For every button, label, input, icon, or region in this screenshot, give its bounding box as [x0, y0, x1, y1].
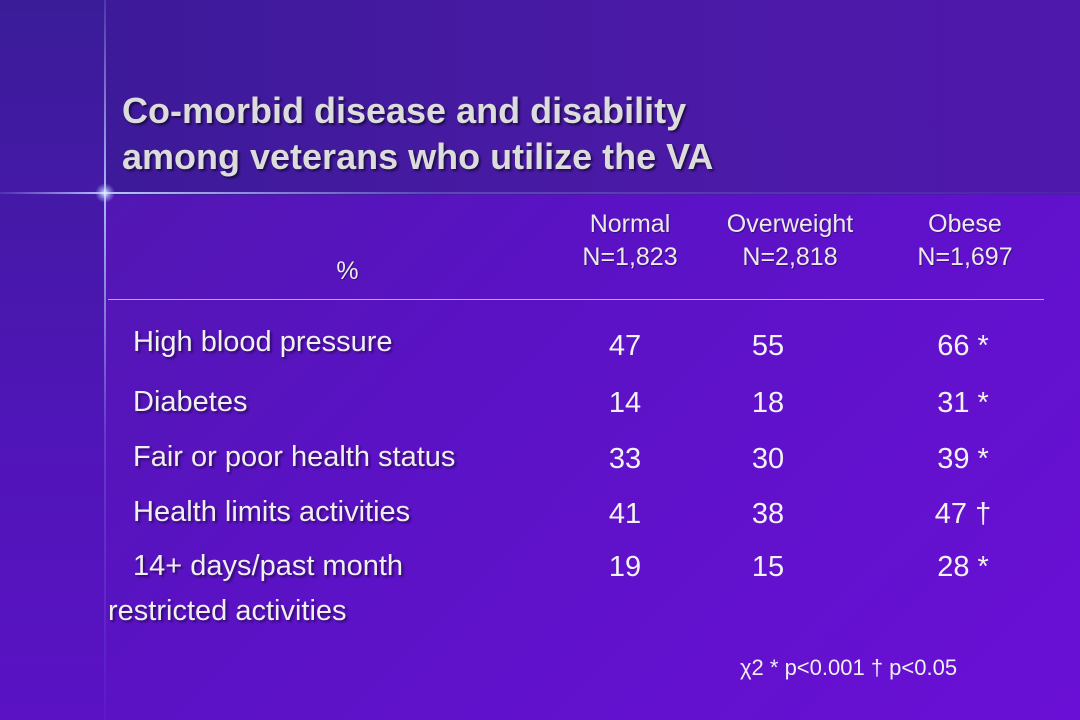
row-label-fair-or-poor-health-status: Fair or poor health status: [133, 441, 456, 473]
column-header-obese-name: Obese: [928, 210, 1002, 238]
row-label-high-blood-pressure: High blood pressure: [133, 326, 393, 358]
row-label-diabetes: Diabetes: [133, 386, 248, 418]
decorative-vertical-line: [104, 0, 106, 720]
row-label-restricted-days-line-1: 14+ days/past month: [133, 550, 404, 582]
column-header-normal-name: Normal: [589, 210, 671, 238]
header-divider: [108, 299, 1044, 300]
title-band-background: [0, 0, 1080, 195]
column-header-obese: Obese N=1,697: [890, 208, 1040, 274]
column-header-overweight-name: Overweight: [726, 210, 854, 238]
left-band-background: [0, 0, 105, 720]
cell-diabetes-overweight: 18: [751, 387, 785, 419]
cell-diabetes-normal: 14: [608, 387, 642, 419]
cell-high-blood-pressure-obese: 66 *: [937, 330, 989, 362]
row-label-restricted-days-line-2: restricted activities: [108, 595, 347, 627]
cell-fair-poor-health-obese: 39 *: [937, 443, 989, 475]
cell-health-limits-obese: 47 †: [934, 498, 992, 530]
decorative-sparkle-icon: [95, 183, 115, 203]
slide-title-line-1: Co-morbid disease and disability: [122, 90, 687, 131]
column-header-overweight-n: N=2,818: [742, 243, 838, 271]
cell-health-limits-overweight: 38: [751, 498, 785, 530]
significance-footnote: χ2 * p<0.001 † p<0.05: [740, 655, 958, 680]
cell-fair-poor-health-overweight: 30: [751, 443, 785, 475]
cell-high-blood-pressure-overweight: 55: [751, 330, 785, 362]
column-header-normal-n: N=1,823: [582, 243, 678, 271]
row-label-health-limits-activities: Health limits activities: [133, 496, 411, 528]
slide-title-line-2: among veterans who utilize the VA: [122, 136, 714, 177]
cell-fair-poor-health-normal: 33: [608, 443, 642, 475]
cell-diabetes-obese: 31 *: [937, 387, 989, 419]
row-header-percent: %: [336, 257, 359, 285]
column-header-overweight: Overweight N=2,818: [700, 208, 880, 274]
decorative-horizontal-line: [0, 192, 1080, 194]
column-header-normal: Normal N=1,823: [560, 208, 700, 274]
cell-high-blood-pressure-normal: 47: [608, 330, 642, 362]
cell-restricted-days-normal: 19: [608, 551, 642, 583]
cell-restricted-days-overweight: 15: [751, 551, 785, 583]
cell-health-limits-normal: 41: [608, 498, 642, 530]
cell-restricted-days-obese: 28 *: [937, 551, 989, 583]
slide-title: Co-morbid disease and disability among v…: [122, 88, 713, 180]
column-header-obese-n: N=1,697: [917, 243, 1013, 271]
